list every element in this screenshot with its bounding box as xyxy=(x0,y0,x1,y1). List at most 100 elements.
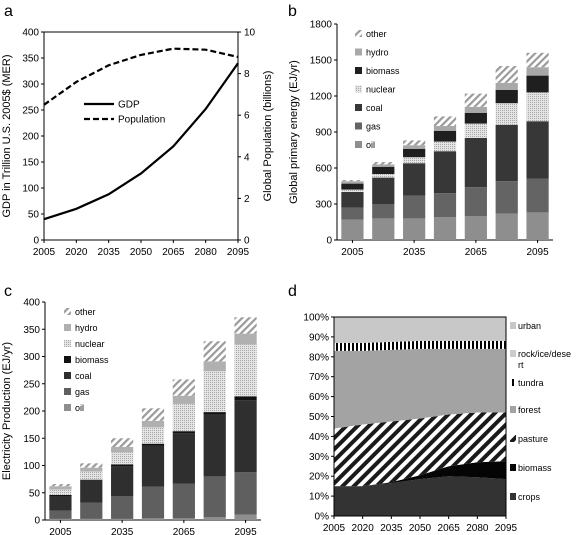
area-crops xyxy=(334,476,506,516)
bar-segment-hydro-2005 xyxy=(341,181,364,184)
y-tick-label: 50 xyxy=(28,210,40,221)
y-tick-label: 50 xyxy=(29,488,41,499)
y-tick-label: 50% xyxy=(309,412,329,423)
y-axis-label: Electricity Production (EJ/yr) xyxy=(1,342,13,480)
y-tick-label: 100 xyxy=(23,461,40,472)
bar-segment-biomass-2020 xyxy=(80,479,103,481)
legend-label-rock-ice-dese-rt: rock/ice/dese rt xyxy=(518,349,571,370)
x-tick-label: 2065 xyxy=(438,523,461,534)
y2-axis-label: Global Population (billions) xyxy=(262,71,274,202)
bar-segment-hydro-2050 xyxy=(141,420,165,428)
legend-swatch-oil xyxy=(355,141,362,148)
y-tick-label: 1800 xyxy=(310,20,333,31)
legend-swatch-oil xyxy=(64,404,71,411)
bar-segment-nuclear-2065 xyxy=(464,123,487,138)
bar-segment-nuclear-2020 xyxy=(80,471,103,480)
bar-segment-biomass-2050 xyxy=(433,130,457,142)
bar-segment-hydro-2065 xyxy=(172,395,195,404)
bar-segment-coal-2005 xyxy=(341,192,364,208)
area-pasture xyxy=(334,412,506,487)
y-tick-label: 900 xyxy=(315,128,332,139)
bar-segment-coal-2020 xyxy=(372,177,395,204)
bar-segment-oil-2005 xyxy=(49,518,72,520)
bar-segment-coal-2095 xyxy=(526,121,549,179)
bar-segment-biomass-2005 xyxy=(49,494,72,497)
bar-segment-nuclear-2005 xyxy=(49,489,72,495)
x-tick-label: 2005 xyxy=(49,527,72,535)
bar-segment-biomass-2080 xyxy=(203,412,226,415)
x-tick-label: 2065 xyxy=(162,247,185,258)
y-tick-label: 10% xyxy=(309,492,329,503)
y2-tick-label: 4 xyxy=(244,152,250,163)
area-forest xyxy=(334,348,506,429)
legend-swatch-hydro xyxy=(355,48,362,56)
x-tick-label: 2035 xyxy=(380,523,403,534)
y-tick-label: 0 xyxy=(34,516,40,527)
legend-swatch-coal xyxy=(355,104,362,111)
x-tick-label: 2020 xyxy=(65,247,88,258)
legend-swatch-hydro xyxy=(64,324,71,331)
y-tick-label: 600 xyxy=(315,164,332,175)
bar-segment-oil-2020 xyxy=(372,218,395,240)
bar-segment-biomass-2005 xyxy=(341,183,364,190)
legend-swatch-urban xyxy=(510,322,516,329)
legend-label-other: other xyxy=(366,29,387,39)
bar-segment-nuclear-2095 xyxy=(234,344,257,397)
y-tick-label: 400 xyxy=(23,298,40,309)
bar-segment-oil-2005 xyxy=(341,219,364,240)
bar-segment-gas-2020 xyxy=(80,502,103,519)
bar-segment-gas-2080 xyxy=(495,181,518,214)
bar-segment-nuclear-2020 xyxy=(372,174,395,178)
bar-segment-nuclear-2080 xyxy=(203,371,226,413)
bar-segment-coal-2005 xyxy=(49,496,72,511)
legend-swatch-biomass xyxy=(64,356,71,363)
bar-segment-gas-2095 xyxy=(526,178,549,213)
area-urban xyxy=(334,317,506,343)
y-tick-label: 300 xyxy=(315,200,332,211)
legend-label-nuclear: nuclear xyxy=(75,339,105,349)
bar-segment-nuclear-2005 xyxy=(341,189,364,192)
bar-segment-gas-2065 xyxy=(172,483,195,519)
legend-swatch-crops xyxy=(510,493,516,500)
x-tick-label: 2035 xyxy=(98,247,121,258)
bar-segment-coal-2050 xyxy=(141,445,165,487)
x-tick-label: 2035 xyxy=(111,527,134,535)
legend-label-biomass: biomass xyxy=(75,355,109,365)
bar-segment-biomass-2080 xyxy=(495,90,518,104)
bar-segment-hydro-2035 xyxy=(403,145,426,149)
bar-segment-biomass-2065 xyxy=(172,431,195,434)
legend-swatch-other xyxy=(64,308,71,315)
panel-b-primary-energy-chart: 0 300 600 900 1200 1500 1800 2005 2035 2065 2095 ot… xyxy=(288,20,553,258)
y-tick-label: 200 xyxy=(23,407,40,418)
legend-label-tundra: tundra xyxy=(518,378,544,388)
series-line-population xyxy=(43,47,239,106)
x-tick-label: 2065 xyxy=(465,247,488,258)
legend-swatch-other xyxy=(355,30,362,37)
bar-segment-other-2050 xyxy=(141,408,165,421)
y-tick-label: 40% xyxy=(309,432,329,443)
bar-segment-gas-2020 xyxy=(372,204,395,219)
legend-label-biomass: biomass xyxy=(366,66,400,76)
y-tick-label: 300 xyxy=(22,80,39,91)
bar-segment-oil-2020 xyxy=(80,518,103,520)
area-biomass xyxy=(334,461,506,487)
legend-swatch-gas xyxy=(64,388,71,395)
bar-segment-hydro-2035 xyxy=(111,446,134,453)
y2-tick-label: 0 xyxy=(244,236,250,247)
legend-label-hydro: hydro xyxy=(366,48,389,58)
bar-segment-hydro-2095 xyxy=(234,333,257,345)
legend-swatch-nuclear xyxy=(355,85,362,93)
y-tick-label: 70% xyxy=(309,372,329,383)
bar-segment-other-2080 xyxy=(495,66,518,83)
x-tick-label: 2095 xyxy=(234,527,257,535)
y-tick-label: 0 xyxy=(326,236,332,247)
y-tick-label: 0 xyxy=(33,236,39,247)
bar-segment-biomass-2095 xyxy=(234,396,257,401)
x-tick-label: 2095 xyxy=(227,247,250,258)
bar-segment-coal-2065 xyxy=(172,433,195,484)
bar-segment-gas-2035 xyxy=(403,195,426,219)
x-tick-label: 2005 xyxy=(33,247,56,258)
legend-label-coal: coal xyxy=(366,103,383,113)
bar-segment-other-2005 xyxy=(49,484,72,487)
bar-segment-oil-2035 xyxy=(403,218,426,240)
